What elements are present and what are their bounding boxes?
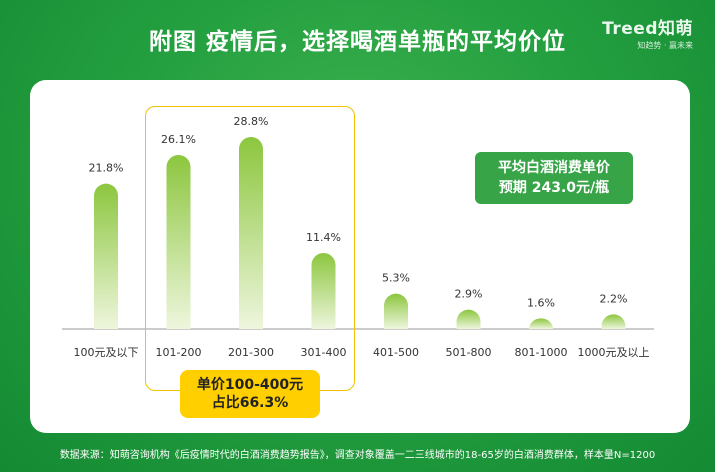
- avg-callout-line1: 平均白酒消费单价: [498, 160, 610, 176]
- bar-401-500: [384, 293, 408, 329]
- value-label: 11.4%: [306, 231, 341, 244]
- brand-name: Treed知萌: [602, 19, 693, 39]
- data-source-note: 数据来源：知萌咨询机构《后疫情时代的白酒消费趋势报告》，调查对象覆盖一二三线城市…: [59, 450, 656, 461]
- bar-201-300: [239, 137, 263, 329]
- chart-panel: [30, 80, 690, 433]
- bar-1000元及以上: [601, 314, 626, 329]
- bar-100元及以下: [94, 183, 119, 329]
- value-label: 5.3%: [382, 272, 410, 285]
- category-tick-label: 100元及以下: [74, 346, 139, 359]
- category-tick-label: 1000元及以上: [578, 346, 650, 359]
- brand-logo: Treed知萌 知趋势 · 赢未来: [602, 14, 693, 51]
- category-tick-label: 101-200: [156, 346, 202, 359]
- page-title: 附图 疫情后，选择喝酒单瓶的平均价位: [148, 29, 566, 55]
- value-label: 2.9%: [455, 288, 483, 301]
- category-tick-label: 501-800: [446, 346, 492, 359]
- value-label: 28.8%: [234, 115, 269, 128]
- category-tick-label: 801-1000: [515, 346, 568, 359]
- range-callout-line1: 单价100-400元: [196, 377, 304, 393]
- bar-101-200: [166, 155, 191, 329]
- value-label: 21.8%: [89, 162, 124, 175]
- value-label: 1.6%: [527, 296, 555, 309]
- bar-301-400: [311, 253, 336, 329]
- category-tick-label: 301-400: [301, 346, 347, 359]
- value-label: 26.1%: [161, 133, 196, 146]
- bar-501-800: [456, 309, 481, 329]
- range-callout-line2: 占比66.3%: [211, 395, 289, 411]
- average-price-callout: 平均白酒消费单价 预期 243.0元/瓶: [475, 152, 633, 204]
- bar-801-1000: [529, 318, 553, 329]
- brand-slogan: 知趋势 · 赢未来: [637, 41, 693, 50]
- highlight-range-box: [145, 106, 355, 391]
- category-tick-label: 201-300: [228, 346, 274, 359]
- category-tick-label: 401-500: [373, 346, 419, 359]
- range-share-callout: 单价100-400元 占比66.3%: [180, 370, 320, 418]
- avg-callout-line2: 预期 243.0元/瓶: [498, 180, 610, 196]
- value-label: 2.2%: [600, 292, 628, 305]
